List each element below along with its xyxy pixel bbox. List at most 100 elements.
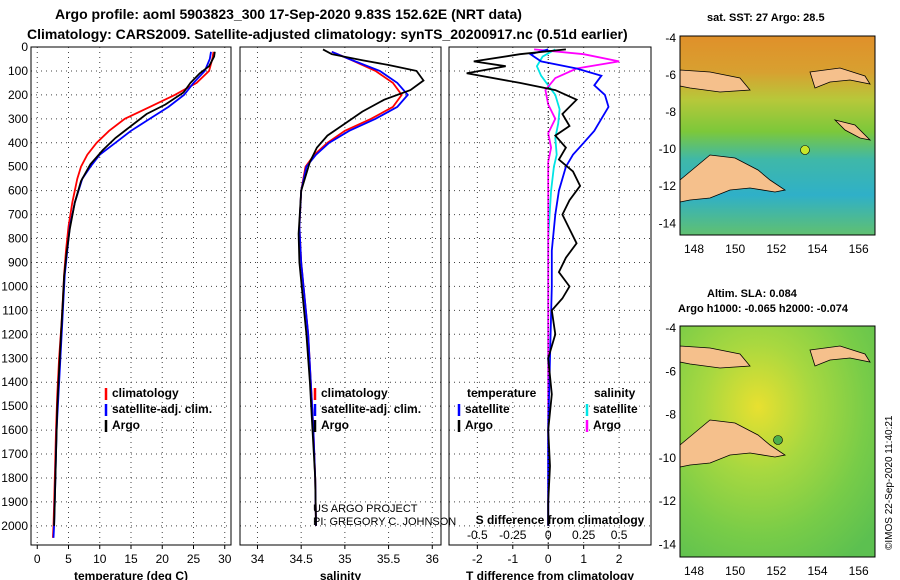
x-axis-label: T difference from climatology [466, 569, 634, 580]
map-y-tick-label: -12 [659, 179, 677, 193]
sst-land-newguinea-north [679, 69, 751, 93]
map-x-tick-label: 152 [766, 564, 786, 578]
x2-tick-label: -0.25 [499, 528, 527, 542]
sla-land-newguinea-north [679, 345, 751, 369]
map-y-tick-label: -8 [665, 105, 676, 119]
x-tick-label: 36 [426, 552, 440, 566]
sst-map-title: sat. SST: 27 Argo: 28.5 [707, 12, 825, 24]
legend-label: Argo [593, 418, 621, 432]
map-y-tick-label: -10 [659, 142, 677, 156]
sla-map: 148 150 152 154 156 -4 -6 -8 -10 -12 -14 [659, 321, 876, 578]
x2-tick-label: 0.5 [611, 528, 628, 542]
map-y-tick-label: -6 [665, 68, 676, 82]
temperature-profile-chart: 0 5 10 15 20 25 30 temperature (deg C) 0 100 200 30… [1, 40, 231, 580]
plot-title-line1: Argo profile: aoml 5903823_300 17-Sep-20… [55, 6, 522, 22]
map-x-tick-label: 148 [684, 242, 704, 256]
legend-label: Argo [112, 418, 140, 432]
legend-label: satellite [465, 402, 510, 416]
secondary-axis-label: S difference from climatology [476, 513, 645, 527]
y-tick-label: 200 [8, 88, 28, 102]
plot-frame [448, 46, 652, 546]
map-y-tick-label: -4 [665, 321, 676, 335]
legend-label: satellite-adj. clim. [112, 402, 212, 416]
map-y-tick-label: -14 [659, 216, 677, 230]
x-tick-label: -2 [472, 552, 483, 566]
map-x-tick-label: 150 [725, 564, 745, 578]
x-tick-label: 0 [545, 552, 552, 566]
y-tick-label: 1300 [1, 351, 28, 365]
x-tick-label: 35 [338, 552, 352, 566]
legend-label: climatology [112, 386, 179, 400]
y-tick-label: 800 [8, 232, 28, 246]
map-y-tick-label: -6 [665, 364, 676, 378]
x-tick-label: 10 [93, 552, 107, 566]
series-line [53, 51, 216, 526]
credit-line1: US ARGO PROJECT [313, 503, 418, 515]
y-tick-label: 1200 [1, 327, 28, 341]
legend-heading-temperature: temperature [467, 386, 537, 400]
map-x-tick-label: 150 [725, 242, 745, 256]
x-tick-label: 34 [251, 552, 265, 566]
y-tick-label: 500 [8, 160, 28, 174]
y-tick-label: 400 [8, 136, 28, 150]
map-x-tick-label: 154 [807, 564, 827, 578]
map-x-tick-label: 156 [849, 564, 869, 578]
y-tick-label: 0 [21, 40, 28, 54]
legend-label: satellite [593, 402, 638, 416]
sla-argo-marker [773, 435, 783, 445]
legend-label: Argo [321, 418, 349, 432]
y-tick-label: 900 [8, 255, 28, 269]
series-line [297, 48, 425, 526]
series-line [534, 48, 620, 526]
sla-land-newbritain [809, 345, 871, 367]
x-tick-label: 35.5 [377, 552, 401, 566]
x-tick-label: 30 [218, 552, 232, 566]
y-tick-label: 1000 [1, 279, 28, 293]
sst-land-newbritain [809, 67, 871, 89]
plot-title-line2: Climatology: CARS2009. Satellite-adjuste… [27, 26, 628, 42]
map-y-tick-label: -12 [659, 494, 677, 508]
series-line [466, 48, 582, 526]
map-y-tick-label: -10 [659, 451, 677, 465]
x-tick-label: 0 [34, 552, 41, 566]
map-y-tick-label: -14 [659, 537, 677, 551]
x-axis-label: salinity [320, 569, 362, 580]
legend-heading-salinity: salinity [594, 386, 636, 400]
y-tick-label: 1800 [1, 471, 28, 485]
sst-argo-marker [800, 145, 810, 155]
x-tick-label: 5 [65, 552, 72, 566]
x2-tick-label: 0 [545, 528, 552, 542]
sst-map: 148 150 152 154 156 -4 -6 -8 -10 -12 -14 [659, 31, 876, 256]
sla-land-png [679, 419, 787, 468]
y-tick-label: 1700 [1, 447, 28, 461]
sst-field [680, 36, 875, 235]
y-tick-label: 1100 [2, 303, 28, 317]
y-tick-label: 600 [8, 184, 28, 198]
y-tick-label: 1600 [1, 423, 28, 437]
credit-line2: PI: GREGORY C. JOHNSON [313, 516, 457, 528]
legend-label: Argo [465, 418, 493, 432]
y-tick-label: 1900 [1, 495, 28, 509]
x2-tick-label: 0.25 [572, 528, 596, 542]
x-tick-label: 25 [187, 552, 201, 566]
x-axis-label: temperature (deg C) [74, 569, 188, 580]
plot-frame [239, 46, 442, 546]
x-tick-label: 15 [124, 552, 138, 566]
series-line [298, 50, 409, 526]
difference-profile-chart: -2 -1 0 1 2 T difference from climatology -0.5… [448, 46, 652, 580]
y-tick-label: 1500 [1, 399, 28, 413]
y-tick-label: 700 [8, 208, 28, 222]
credit-text: US ARGO PROJECT PI: GREGORY C. JOHNSON [313, 503, 456, 529]
sst-land-png [679, 154, 787, 203]
y-tick-label: 1400 [1, 375, 28, 389]
x-tick-label: 2 [616, 552, 623, 566]
x-tick-label: 20 [156, 552, 170, 566]
map-x-tick-label: 156 [849, 242, 869, 256]
legend-label: satellite-adj. clim. [321, 402, 421, 416]
sst-land-bougainville [833, 119, 872, 141]
imos-timestamp: ©IMOS 22-Sep-2020 11:40:21 [884, 415, 895, 551]
y-tick-label: 300 [8, 112, 28, 126]
map-x-tick-label: 154 [807, 242, 827, 256]
x-tick-label: -1 [507, 552, 518, 566]
